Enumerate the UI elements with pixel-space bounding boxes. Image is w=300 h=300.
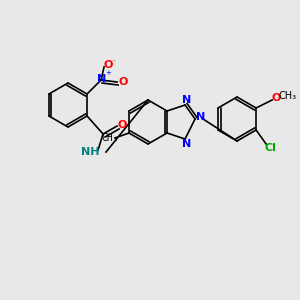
Text: CH₃: CH₃ xyxy=(278,91,296,101)
Text: N: N xyxy=(98,74,107,84)
Text: O: O xyxy=(103,60,113,70)
Text: CH₃: CH₃ xyxy=(101,133,119,143)
Text: Cl: Cl xyxy=(264,143,276,153)
Text: NH: NH xyxy=(81,147,99,157)
Text: ⁻: ⁻ xyxy=(112,58,116,67)
Text: +: + xyxy=(105,70,111,76)
Text: O: O xyxy=(272,93,281,103)
Text: N: N xyxy=(182,139,192,149)
Text: O: O xyxy=(117,120,127,130)
Text: N: N xyxy=(196,112,206,122)
Text: N: N xyxy=(182,95,192,105)
Text: O: O xyxy=(118,77,128,87)
